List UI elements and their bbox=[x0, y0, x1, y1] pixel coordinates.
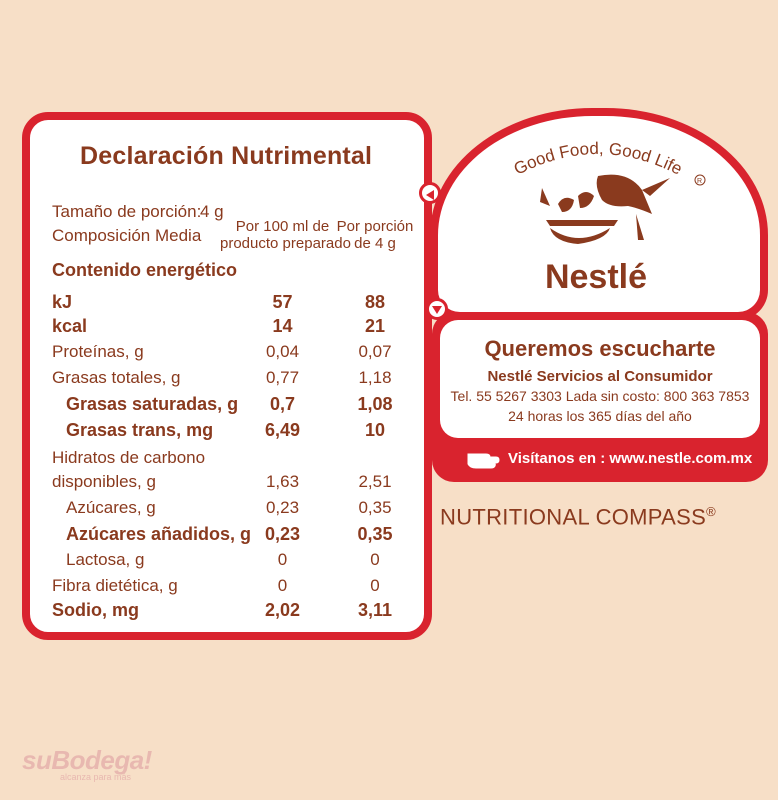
value-per-100ml: 0,77 bbox=[265, 368, 300, 387]
contact-hours: 24 horas los 365 días del año bbox=[508, 408, 692, 424]
nutrient-label: Lactosa, g bbox=[66, 550, 145, 569]
nutrient-label: Grasas totales, g bbox=[52, 368, 181, 387]
value-per-portion: 0 bbox=[370, 550, 380, 569]
value-per-portion: 1,18 bbox=[358, 368, 392, 387]
col1-header: Por 100 ml de producto preparado bbox=[220, 218, 351, 252]
website-link[interactable]: Visítanos en : www.nestle.com.mx bbox=[508, 450, 753, 467]
nutrition-title: Declaración Nutrimental bbox=[80, 142, 373, 170]
nestle-logo-card: Good Food, Good Life R Nestlé bbox=[419, 108, 768, 320]
value-per-100ml: 0,7 bbox=[269, 394, 296, 414]
value-per-100ml: 0,04 bbox=[265, 342, 300, 361]
watermark-brand: suBodega! bbox=[22, 745, 152, 775]
value-per-portion: 0,35 bbox=[357, 524, 393, 544]
contact-heading: Queremos escucharte bbox=[484, 336, 716, 361]
composition-label: Composición Media bbox=[52, 226, 202, 245]
arrow-down-icon bbox=[426, 298, 448, 320]
contact-service: Nestlé Servicios al Consumidor bbox=[487, 368, 713, 385]
value-per-portion: 0,35 bbox=[358, 498, 392, 517]
arrow-left-icon bbox=[419, 182, 441, 204]
nutrient-label: Sodio, mg bbox=[52, 600, 139, 620]
value-per-100ml: 57 bbox=[272, 292, 293, 312]
serving-label: Tamaño de porción: bbox=[52, 202, 202, 221]
value-per-100ml: 0 bbox=[277, 550, 288, 569]
svg-text:Good Food, Good Life: Good Food, Good Life bbox=[511, 139, 686, 179]
value-per-portion: 10 bbox=[364, 420, 386, 440]
compass-text: NUTRITIONAL COMPASS bbox=[440, 504, 707, 530]
nest-icon bbox=[540, 174, 670, 244]
value-per-100ml: 2,02 bbox=[264, 600, 301, 620]
value-per-100ml: 1,63 bbox=[265, 472, 300, 491]
nutrient-label: kJ bbox=[52, 292, 73, 312]
logo-tagline: Good Food, Good Life bbox=[511, 139, 686, 179]
nutrition-panel: Declaración Nutrimental Tamaño de porció… bbox=[22, 112, 432, 640]
registered-mark: ® bbox=[706, 504, 716, 519]
nestle-logo: Good Food, Good Life R Nestlé bbox=[511, 139, 706, 296]
hand-pointer-icon bbox=[466, 448, 500, 470]
value-per-100ml: 0 bbox=[277, 576, 288, 595]
value-per-100ml: 14 bbox=[272, 316, 293, 336]
nutrient-label: Grasas saturadas, g bbox=[66, 394, 239, 414]
value-per-portion: 1,08 bbox=[357, 394, 393, 414]
value-per-portion: 88 bbox=[364, 292, 386, 312]
contact-card: Queremos escucharte Nestlé Servicios al … bbox=[426, 298, 768, 482]
nutrient-label: Azúcares, g bbox=[66, 498, 156, 517]
col1-header-line1: Por 100 ml de bbox=[235, 218, 330, 235]
nutrient-label: Azúcares añadidos, g bbox=[66, 524, 252, 544]
nutrient-label: Proteínas, g bbox=[52, 342, 144, 361]
nutrient-label: Hidratos de carbono bbox=[52, 448, 206, 467]
value-per-portion: 21 bbox=[364, 316, 386, 336]
watermark-sub: alcanza para más bbox=[60, 772, 132, 782]
value-per-100ml: 6,49 bbox=[264, 420, 301, 440]
col2-header-line2: de 4 g bbox=[354, 235, 396, 252]
col2-header: Por porción de 4 g bbox=[336, 218, 414, 252]
value-per-100ml: 0,23 bbox=[264, 524, 301, 544]
value-per-portion: 3,11 bbox=[357, 600, 393, 620]
svg-text:R: R bbox=[697, 178, 702, 185]
nutrient-label: Fibra dietética, g bbox=[52, 576, 178, 595]
contact-inner: Queremos escucharte Nestlé Servicios al … bbox=[440, 320, 760, 438]
nutrient-label: kcal bbox=[52, 316, 88, 336]
nutritional-compass: NUTRITIONAL COMPASS® bbox=[440, 504, 716, 530]
nutrient-label: disponibles, g bbox=[52, 472, 156, 491]
energy-label: Contenido energético bbox=[52, 260, 238, 280]
col1-header-line2: producto preparado bbox=[220, 235, 351, 252]
value-per-portion: 0,07 bbox=[358, 342, 392, 361]
value-per-portion: 0 bbox=[370, 576, 380, 595]
value-per-portion: 2,51 bbox=[358, 472, 392, 491]
serving-value: 4 g bbox=[200, 202, 224, 221]
nutrient-label: Grasas trans, mg bbox=[66, 420, 214, 440]
contact-phones: Tel. 55 5267 3303 Lada sin costo: 800 36… bbox=[450, 388, 750, 404]
logo-brand: Nestlé bbox=[545, 258, 647, 296]
value-per-100ml: 0,23 bbox=[265, 498, 300, 517]
col2-header-line1: Por porción bbox=[336, 218, 414, 235]
